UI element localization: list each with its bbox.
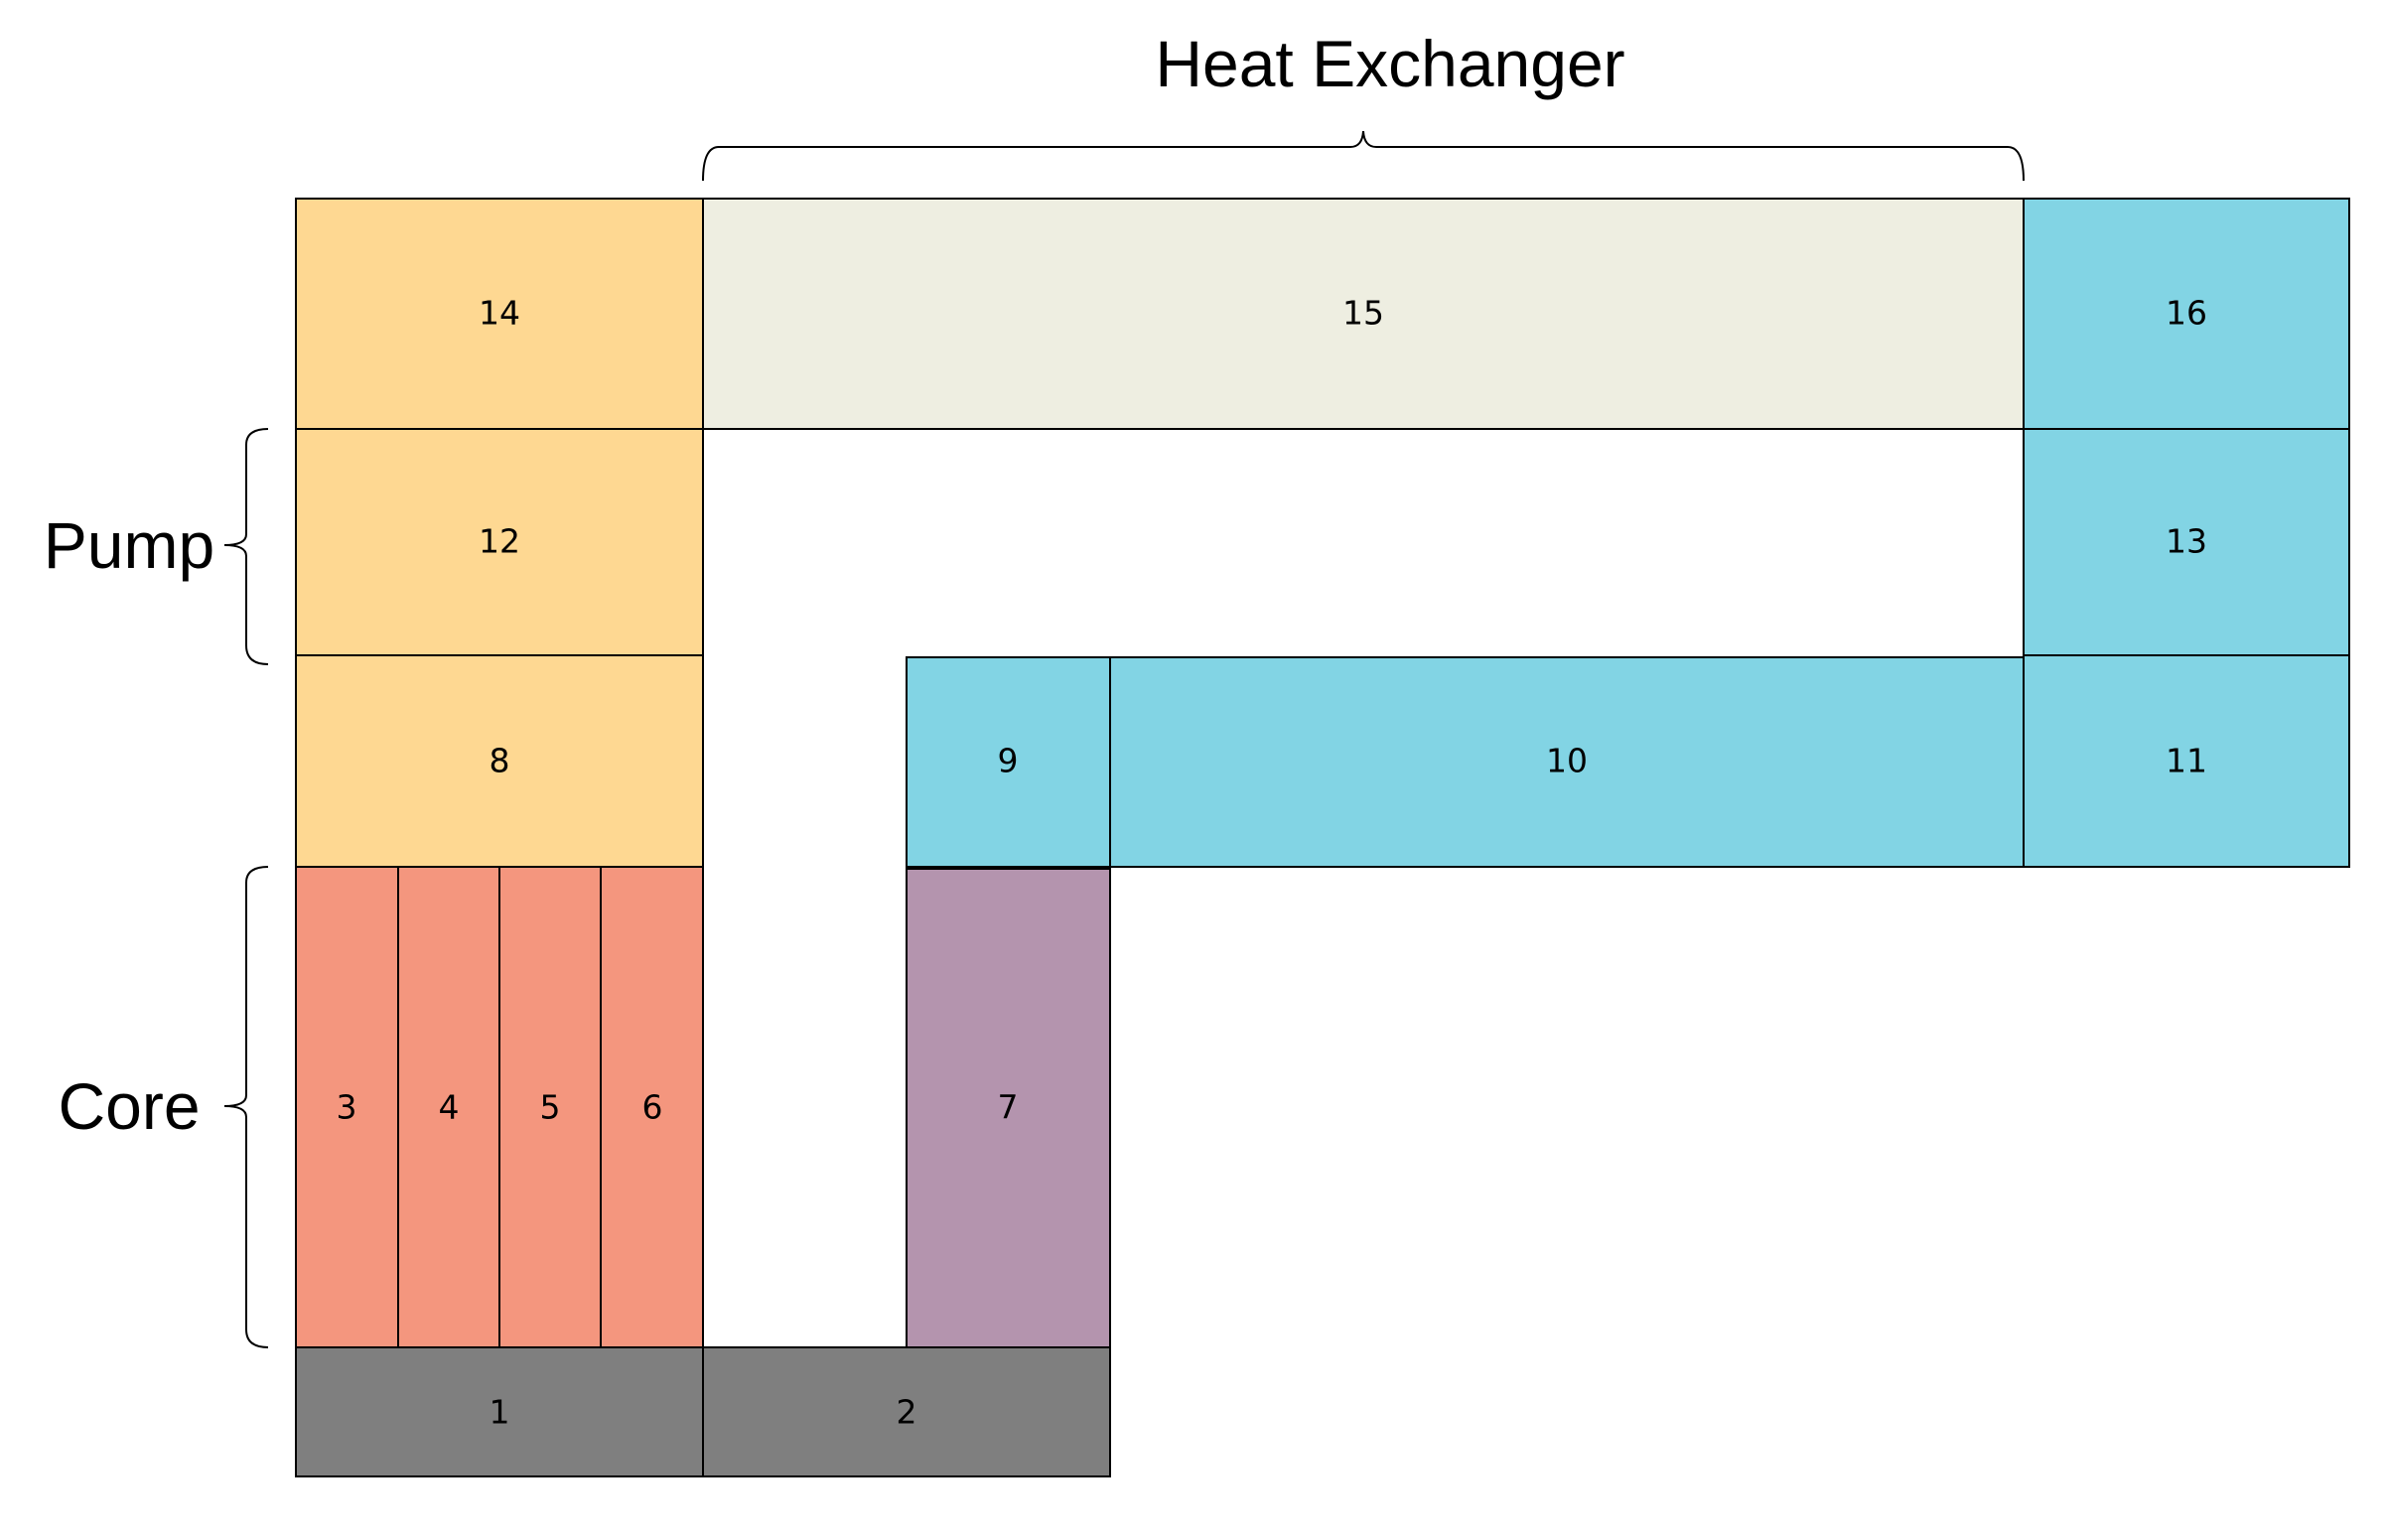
block-label-11: 11 — [2166, 742, 2207, 780]
block-1: 1 — [295, 1346, 704, 1477]
block-label-9: 9 — [998, 742, 1019, 780]
block-label-5: 5 — [540, 1088, 561, 1127]
block-label-16: 16 — [2166, 294, 2207, 333]
block-10: 10 — [1109, 656, 2025, 868]
core-brace — [223, 866, 269, 1348]
block-label-15: 15 — [1342, 294, 1384, 333]
heat-exchanger-brace — [702, 130, 2025, 182]
block-label-7: 7 — [998, 1088, 1019, 1127]
pump-brace — [223, 428, 269, 665]
block-6: 6 — [600, 866, 704, 1348]
block-4: 4 — [397, 866, 500, 1348]
block-label-13: 13 — [2166, 522, 2207, 561]
block-9: 9 — [906, 656, 1111, 868]
block-11: 11 — [2023, 654, 2350, 868]
core-label: Core — [58, 1069, 200, 1143]
block-label-14: 14 — [479, 294, 520, 333]
block-15: 15 — [702, 198, 2025, 430]
pump-label: Pump — [44, 508, 214, 582]
block-3: 3 — [295, 866, 399, 1348]
block-label-4: 4 — [439, 1088, 460, 1127]
heat-exchanger-label: Heat Exchanger — [1155, 27, 1624, 100]
block-label-10: 10 — [1546, 742, 1588, 780]
block-12: 12 — [295, 428, 704, 656]
block-7: 7 — [906, 868, 1111, 1348]
block-5: 5 — [498, 866, 602, 1348]
block-8: 8 — [295, 654, 704, 868]
block-14: 14 — [295, 198, 704, 430]
block-2: 2 — [702, 1346, 1111, 1477]
block-13: 13 — [2023, 428, 2350, 656]
block-label-8: 8 — [490, 742, 510, 780]
block-label-3: 3 — [337, 1088, 357, 1127]
block-label-6: 6 — [642, 1088, 663, 1127]
block-label-12: 12 — [479, 522, 520, 561]
block-label-2: 2 — [897, 1393, 917, 1432]
block-16: 16 — [2023, 198, 2350, 430]
block-label-1: 1 — [490, 1393, 510, 1432]
